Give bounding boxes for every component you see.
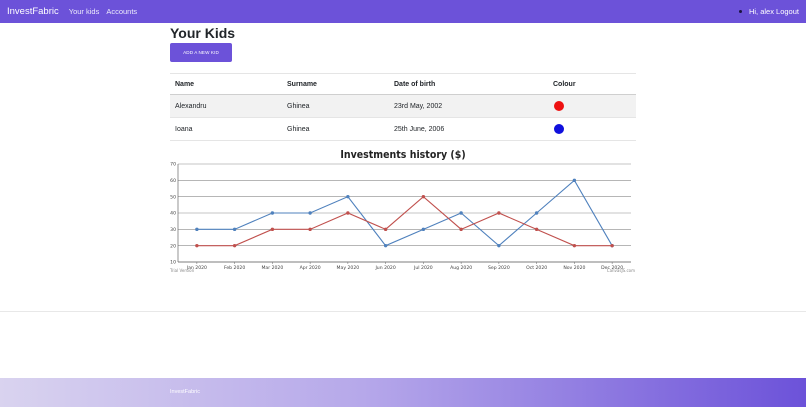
series-2-point[interactable]: [572, 243, 577, 248]
investments-chart: Investments history ($) 10 20 30 40 50 60 70 Ja…: [169, 148, 635, 273]
series-2-point[interactable]: [534, 227, 539, 232]
series-line-2: [196, 195, 613, 247]
series-2-point[interactable]: [497, 211, 501, 215]
chart-title: Investments history ($): [340, 148, 465, 161]
page-title: Your Kids: [170, 25, 236, 41]
y-tick-label: 70: [170, 162, 176, 168]
header-colour: Colour: [553, 80, 576, 88]
nav-link-your-kids[interactable]: Your kids: [68, 7, 100, 16]
brand-link[interactable]: InvestFabric: [7, 6, 59, 17]
series-2-point[interactable]: [610, 243, 614, 248]
footer-text: InvestFabric: [170, 389, 200, 395]
greeting-text: Hi, alex: [748, 7, 774, 16]
chart-credit-right[interactable]: CanvasJS.com: [607, 268, 635, 273]
series-1-point[interactable]: [232, 227, 237, 232]
series-1-point[interactable]: [383, 243, 388, 248]
y-tick-label: 40: [170, 211, 176, 217]
y-tick-label: 10: [170, 260, 176, 266]
top-navbar: InvestFabric Your kids Accounts Hi, alex…: [0, 0, 806, 23]
header-surname: Surname: [287, 80, 317, 88]
cell-dob: 25th June, 2006: [394, 125, 445, 133]
content-divider: [0, 311, 806, 312]
x-tick-label: Feb 2020: [224, 265, 245, 271]
x-tick-label: May 2020: [337, 265, 360, 271]
series-1-point[interactable]: [308, 211, 312, 215]
colour-swatch: [554, 101, 564, 111]
table-row[interactable]: Alexandru Ghinea 23rd May, 2002: [170, 95, 636, 118]
add-kid-button[interactable]: ADD A NEW KID: [170, 43, 232, 62]
cell-surname: Ghinea: [287, 102, 310, 110]
x-tick-label: Apr 2020: [300, 265, 321, 271]
series-2-point[interactable]: [459, 227, 463, 232]
x-tick-label: Dec 2020: [601, 265, 623, 271]
x-tick-label: Sep 2020: [488, 265, 510, 271]
series-1-point[interactable]: [572, 178, 577, 183]
x-tick-label: Jun 2020: [374, 265, 395, 271]
y-tick-label: 20: [170, 243, 176, 249]
series-2-point[interactable]: [308, 227, 312, 232]
x-tick-label: Jan 2020: [186, 265, 207, 271]
table-row[interactable]: Ioana Ghinea 25th June, 2006: [170, 118, 636, 141]
cell-name: Alexandru: [175, 102, 207, 110]
y-tick-label: 60: [170, 178, 176, 184]
colour-swatch: [554, 124, 564, 134]
series-2-point[interactable]: [232, 243, 237, 248]
series-1-point[interactable]: [459, 211, 463, 215]
header-name: Name: [175, 80, 195, 88]
x-tick-label: Oct 2020: [526, 265, 547, 271]
series-2-point[interactable]: [195, 243, 199, 248]
x-tick-label: Jul 2020: [413, 265, 433, 271]
user-menu: Hi, alex Logout: [738, 7, 799, 16]
x-tick-label: Aug 2020: [450, 265, 472, 271]
nav-link-accounts[interactable]: Accounts: [106, 7, 138, 16]
cell-name: Ioana: [175, 125, 193, 133]
kids-table: Name Surname Date of birth Colour Alexan…: [170, 73, 636, 141]
series-line-1: [196, 179, 613, 247]
series-1-point[interactable]: [497, 243, 501, 248]
x-tick-label: Mar 2020: [261, 265, 283, 271]
series-2-point[interactable]: [270, 227, 275, 232]
status-dot-icon: [738, 10, 742, 13]
y-tick-label: 50: [170, 194, 176, 200]
footer: InvestFabric: [0, 378, 806, 407]
y-tick-label: 30: [170, 227, 176, 233]
header-dob: Date of birth: [394, 80, 436, 88]
series-1-point[interactable]: [346, 194, 350, 199]
series-1-point[interactable]: [534, 211, 539, 215]
cell-dob: 23rd May, 2002: [394, 102, 443, 110]
series-1-point[interactable]: [195, 227, 199, 232]
cell-surname: Ghinea: [287, 125, 310, 133]
chart-credit-left: Trial Version: [169, 268, 195, 273]
logout-link[interactable]: Logout: [776, 7, 799, 16]
series-1-point[interactable]: [421, 227, 426, 232]
series-2-point[interactable]: [346, 211, 350, 215]
series-1-point[interactable]: [270, 211, 275, 215]
x-tick-label: Nov 2020: [563, 265, 585, 271]
series-2-point[interactable]: [421, 194, 426, 199]
series-2-point[interactable]: [383, 227, 388, 232]
table-header-row: Name Surname Date of birth Colour: [170, 74, 636, 95]
